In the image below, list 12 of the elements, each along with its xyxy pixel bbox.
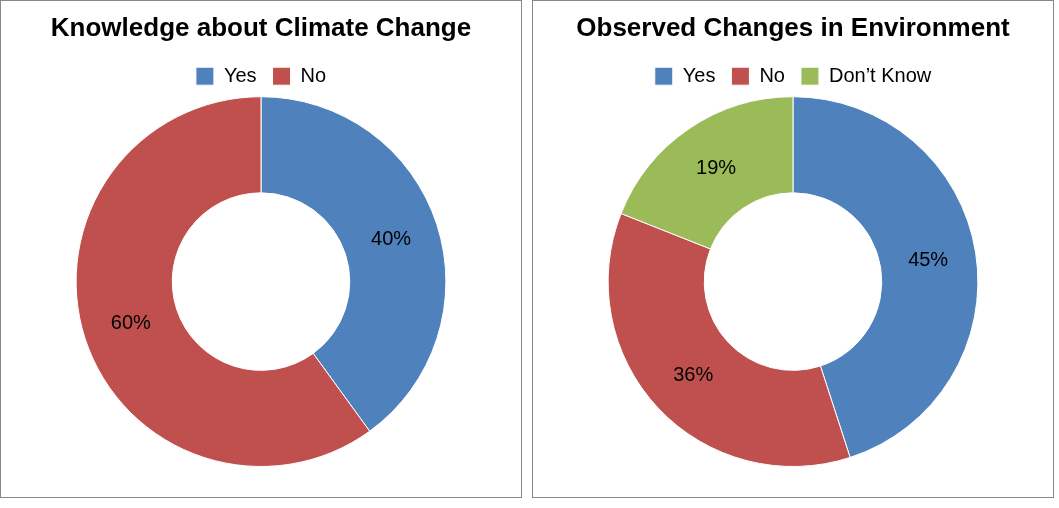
- data-label: 45%: [908, 247, 949, 270]
- chart-title: Observed Changes in Environment: [576, 11, 1011, 42]
- legend-label: Yes: [223, 63, 257, 86]
- chart-title: Knowledge about Climate Change: [50, 11, 472, 42]
- legend-label: No: [759, 63, 785, 86]
- legend-label: Yes: [682, 63, 716, 86]
- data-label: 40%: [371, 226, 412, 249]
- data-label: 36%: [673, 362, 714, 385]
- data-label: 60%: [110, 311, 152, 334]
- data-label: 19%: [696, 155, 737, 178]
- legend-label: Don’t Know: [828, 63, 932, 86]
- legend-label: No: [300, 63, 327, 86]
